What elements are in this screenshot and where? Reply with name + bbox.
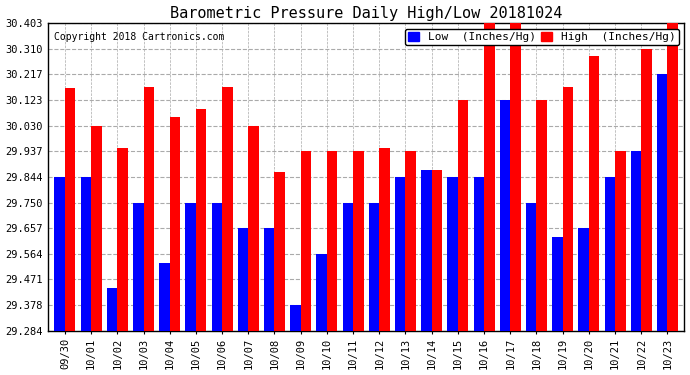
Bar bbox=[406, 151, 416, 330]
Bar bbox=[117, 148, 128, 330]
Bar bbox=[395, 177, 406, 330]
Bar bbox=[186, 202, 196, 330]
Bar bbox=[421, 170, 432, 330]
Bar bbox=[238, 228, 248, 330]
Bar bbox=[368, 202, 380, 330]
Bar bbox=[447, 177, 458, 330]
Bar bbox=[343, 202, 353, 330]
Bar bbox=[212, 202, 222, 330]
Bar bbox=[578, 228, 589, 330]
Bar bbox=[552, 237, 562, 330]
Bar bbox=[65, 88, 75, 330]
Bar bbox=[562, 87, 573, 330]
Bar bbox=[615, 151, 626, 330]
Bar bbox=[641, 49, 651, 330]
Bar bbox=[327, 151, 337, 330]
Bar bbox=[222, 87, 233, 330]
Bar bbox=[353, 151, 364, 330]
Bar bbox=[91, 126, 101, 330]
Bar bbox=[432, 170, 442, 330]
Bar bbox=[380, 148, 390, 330]
Title: Barometric Pressure Daily High/Low 20181024: Barometric Pressure Daily High/Low 20181… bbox=[170, 6, 562, 21]
Bar bbox=[510, 23, 521, 330]
Bar bbox=[317, 254, 327, 330]
Bar bbox=[81, 177, 91, 330]
Bar bbox=[657, 74, 667, 330]
Bar bbox=[589, 56, 600, 330]
Bar bbox=[133, 202, 144, 330]
Bar bbox=[275, 172, 285, 330]
Bar bbox=[290, 305, 301, 330]
Bar bbox=[301, 151, 311, 330]
Bar bbox=[500, 100, 510, 330]
Bar bbox=[536, 100, 547, 330]
Bar bbox=[196, 109, 206, 330]
Bar bbox=[484, 23, 495, 330]
Bar bbox=[526, 202, 536, 330]
Bar bbox=[473, 177, 484, 330]
Bar bbox=[107, 288, 117, 330]
Bar bbox=[144, 87, 154, 330]
Bar bbox=[458, 100, 469, 330]
Bar bbox=[264, 228, 275, 330]
Text: Copyright 2018 Cartronics.com: Copyright 2018 Cartronics.com bbox=[55, 32, 225, 42]
Legend: Low  (Inches/Hg), High  (Inches/Hg): Low (Inches/Hg), High (Inches/Hg) bbox=[405, 28, 679, 45]
Bar bbox=[170, 117, 180, 330]
Bar bbox=[604, 177, 615, 330]
Bar bbox=[159, 263, 170, 330]
Bar bbox=[631, 151, 641, 330]
Bar bbox=[248, 126, 259, 330]
Bar bbox=[667, 23, 678, 330]
Bar bbox=[55, 177, 65, 330]
